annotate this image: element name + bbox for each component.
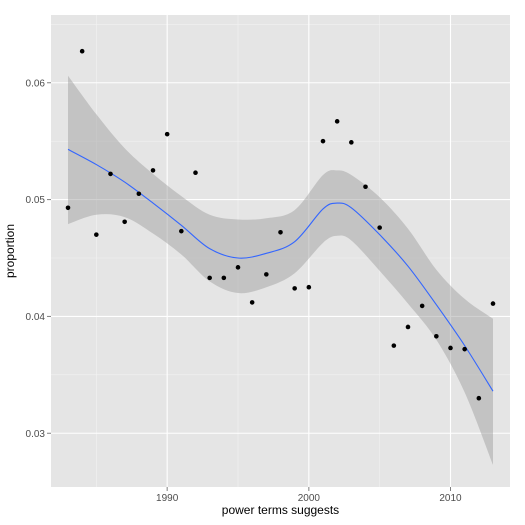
data-point: [434, 333, 439, 339]
data-points: [65, 48, 496, 401]
data-point: [136, 191, 142, 197]
data-point: [179, 228, 184, 234]
data-point: [150, 168, 156, 173]
data-point: [391, 343, 397, 348]
y-axis-title: proportion: [3, 224, 17, 278]
major-gridlines: [51, 15, 510, 487]
data-point: [349, 140, 354, 145]
data-point: [221, 275, 227, 281]
data-point: [164, 131, 170, 137]
data-point: [122, 219, 127, 225]
data-point: [235, 265, 241, 270]
data-point: [462, 346, 467, 352]
smooth-trend-line: [67, 148, 494, 392]
y-axis-ticks: 0.03 0.04 0.05 0.06: [26, 78, 51, 440]
data-point: [419, 303, 425, 309]
data-point: [193, 170, 198, 176]
y-tick-label: 0.05: [26, 195, 46, 206]
data-point: [334, 119, 340, 124]
confidence-ribbon: [68, 75, 493, 465]
data-point: [79, 48, 85, 54]
plot-panel: [51, 15, 510, 487]
x-tick-label: 2000: [298, 493, 321, 504]
data-point: [292, 286, 297, 291]
y-tick-label: 0.04: [26, 312, 46, 323]
x-tick-label: 2010: [439, 493, 462, 504]
data-point: [363, 184, 368, 190]
y-tick-label: 0.03: [26, 429, 46, 440]
data-point: [264, 272, 269, 277]
data-point: [306, 284, 312, 290]
data-point: [448, 345, 453, 351]
data-point: [249, 300, 255, 305]
data-point: [108, 171, 113, 177]
data-point: [65, 205, 71, 211]
x-axis-ticks: 1990 2000 2010: [156, 487, 462, 504]
data-point: [377, 225, 382, 230]
data-point: [94, 232, 99, 237]
data-point: [320, 138, 326, 144]
data-point: [405, 324, 411, 330]
data-point: [490, 301, 496, 306]
data-point: [476, 395, 482, 401]
data-point: [278, 230, 283, 235]
data-point: [207, 275, 212, 281]
x-axis-title: power terms suggests: [222, 503, 339, 517]
minor-gridlines: [51, 15, 510, 487]
x-tick-label: 1990: [156, 493, 179, 504]
y-tick-label: 0.06: [26, 78, 46, 89]
